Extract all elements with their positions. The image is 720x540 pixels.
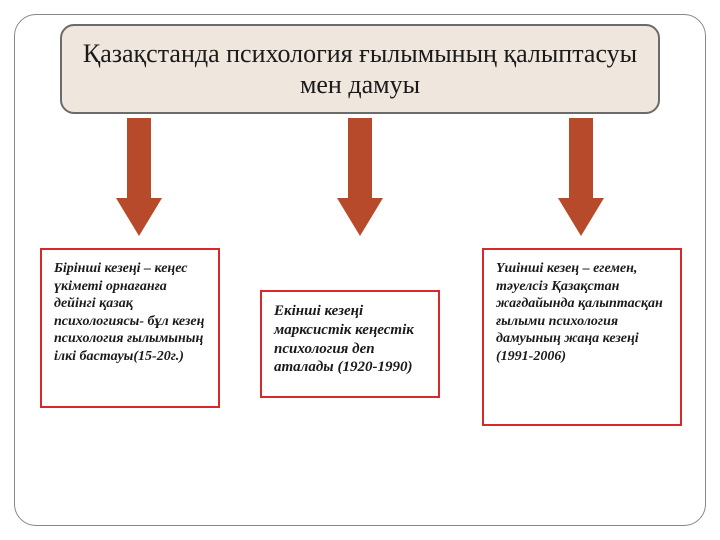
arrow-head [116,198,162,236]
arrow-shaft [348,118,372,200]
arrow-3 [558,118,604,238]
arrow-1 [116,118,162,238]
stage-box-1: Бірінші кезеңі – кеңес үкіметі орнағанға… [40,248,220,408]
stage-text-2: Екінші кезеңі марксистік кеңестік психол… [274,302,426,377]
title-box: Қазақстанда психология ғылымының қалыпта… [60,24,660,114]
arrow-head [337,198,383,236]
stage-text-3: Үшінші кезең – егемен, тәуелсіз Қазақста… [496,260,668,365]
arrow-2 [337,118,383,238]
stage-text-1: Бірінші кезеңі – кеңес үкіметі орнағанға… [54,260,206,365]
arrow-head [558,198,604,236]
arrow-shaft [127,118,151,200]
stage-box-3: Үшінші кезең – егемен, тәуелсіз Қазақста… [482,248,682,426]
title-text: Қазақстанда психология ғылымының қалыпта… [80,38,640,100]
arrow-shaft [569,118,593,200]
stage-box-2: Екінші кезеңі марксистік кеңестік психол… [260,290,440,398]
